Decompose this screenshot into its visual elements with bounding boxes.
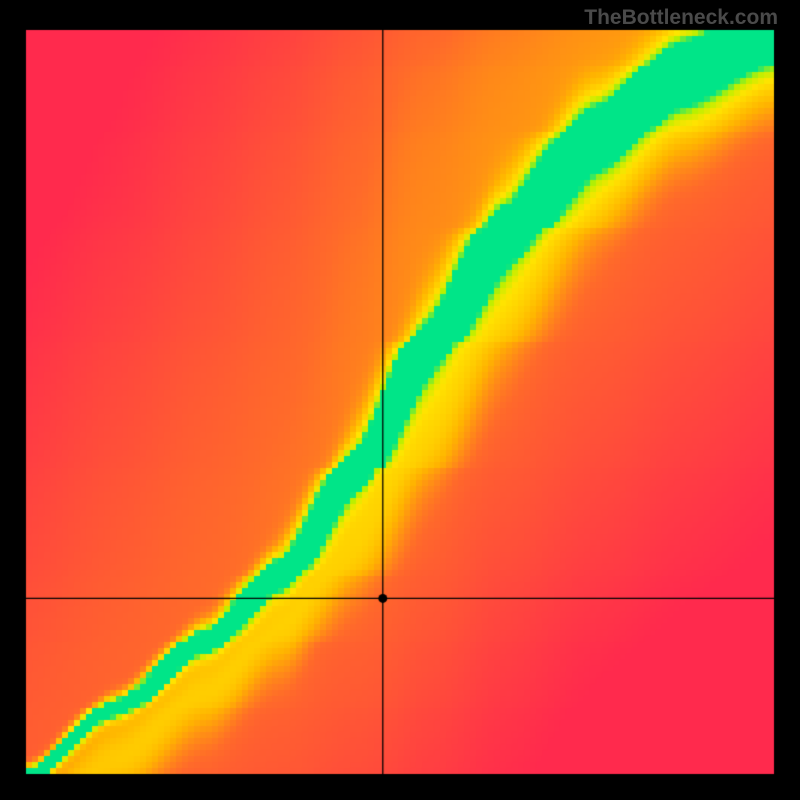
heatmap-canvas	[0, 0, 800, 800]
attribution-text: TheBottleneck.com	[584, 6, 778, 30]
chart-container: TheBottleneck.com	[0, 0, 800, 800]
